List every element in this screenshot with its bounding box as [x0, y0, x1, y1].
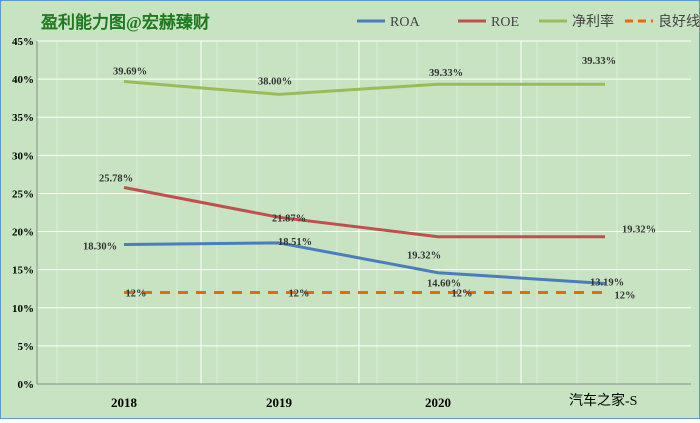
data-label: 12%	[289, 289, 310, 300]
legend-label: 净利率	[572, 13, 614, 30]
legend-label: ROE	[491, 15, 519, 30]
y-tick-label: 30%	[12, 150, 34, 162]
legend-label: 良好线	[658, 14, 699, 30]
data-label: 18.30%	[83, 242, 117, 253]
data-label: 38.00%	[258, 76, 292, 87]
data-label: 25.78%	[99, 173, 133, 184]
y-tick-label: 40%	[12, 74, 34, 86]
data-label: 12%	[615, 291, 636, 302]
data-label: 21.87%	[272, 213, 306, 224]
data-label: 39.33%	[582, 56, 616, 67]
data-label: 39.69%	[113, 66, 147, 77]
y-tick-label: 15%	[12, 265, 34, 277]
series-line-ROA	[123, 241, 606, 285]
y-tick-label: 10%	[12, 303, 34, 315]
grid-layer	[37, 40, 691, 385]
y-tick-label: 45%	[12, 36, 34, 48]
watermark-text: 汽车之家-S	[569, 392, 637, 409]
data-label: 12%	[126, 289, 147, 300]
data-label: 12%	[452, 289, 473, 300]
y-tick-label: 25%	[12, 188, 34, 200]
chart-title: 盈利能力图@宏赫臻财	[40, 12, 210, 32]
x-tick-label: 2020	[425, 395, 451, 410]
y-tick-label: 20%	[12, 227, 34, 239]
y-tick-label: 5%	[18, 341, 35, 353]
axis-layer: 0% 5% 10% 15% 20% 25% 30% 35% 40% 45% 2018 2019 2020	[12, 36, 691, 410]
chart-legend: ROA ROE 净利率 良好线	[357, 13, 700, 30]
series-line-ROE	[123, 186, 605, 239]
y-tick-label: 0%	[18, 379, 35, 391]
legend-label: ROA	[390, 15, 420, 30]
data-label: 14.60%	[427, 279, 461, 290]
series-line-净利率	[123, 79, 605, 96]
data-label: 19.32%	[622, 225, 656, 236]
series-layer	[123, 79, 606, 295]
data-label: 19.32%	[407, 251, 441, 262]
y-tick-label: 35%	[12, 112, 34, 124]
data-label: 39.33%	[429, 68, 463, 79]
data-label-layer: 18.30% 18.51% 14.60% 13.19% 25.78% 21.87% 19.3…	[83, 56, 656, 301]
x-tick-label: 2018	[111, 395, 138, 410]
x-tick-label: 2019	[266, 395, 293, 410]
data-label: 18.51%	[278, 237, 312, 248]
data-label: 13.19%	[590, 277, 624, 288]
